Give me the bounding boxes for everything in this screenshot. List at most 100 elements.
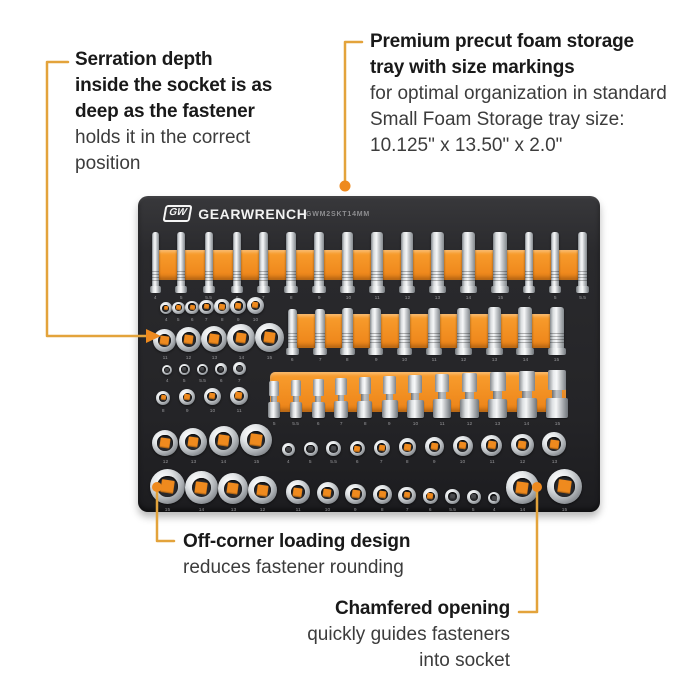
socket: 9 xyxy=(179,389,195,415)
universal-joint-socket-row: 5 5.5 6 7 8 9 10 11 12 13 14 15 xyxy=(268,362,568,428)
foam-socket-tray: GW GEARWRENCH GWM2SKT14MM 455.5678910111… xyxy=(138,196,600,512)
socket: 4 xyxy=(487,491,500,514)
socket: 5.5 xyxy=(196,363,209,385)
socket: 14 xyxy=(516,307,535,364)
socket: 12 xyxy=(455,307,473,364)
socket: 11 xyxy=(286,480,310,514)
socket: 6 xyxy=(349,440,365,466)
socket: 5.5 xyxy=(576,232,589,302)
socket: 11 xyxy=(432,373,451,428)
callout-body-line: position xyxy=(75,153,141,174)
small-socket-row: 8 9 10 11 xyxy=(156,385,248,415)
socket: 12 xyxy=(399,232,416,302)
socket: 8 xyxy=(340,308,355,364)
socket: 13 xyxy=(487,371,508,428)
socket: 10 xyxy=(203,388,221,415)
socket: 14 xyxy=(460,232,478,302)
socket: 7 xyxy=(312,308,327,364)
socket: 13 xyxy=(485,307,503,364)
socket: 14 xyxy=(208,426,239,466)
socket: 6 xyxy=(286,308,300,364)
callout-title-line: tray with size markings xyxy=(370,57,575,78)
socket: 5 xyxy=(175,232,188,302)
socket: 8 xyxy=(156,390,171,415)
socket: 9 xyxy=(368,308,384,364)
socket: 15 xyxy=(547,307,566,364)
gearwrench-wordmark: GEARWRENCH xyxy=(198,205,308,222)
socket: 10 xyxy=(396,308,413,364)
tray-part-number: GWM2SKT14MM xyxy=(306,211,371,218)
socket: 14 xyxy=(506,471,539,514)
socket: 4 xyxy=(523,232,535,302)
tiny-socket-row: 4 5 5.5 6 7 xyxy=(162,362,246,385)
socket: 10 xyxy=(316,482,339,514)
callout-title-line: Serration depth xyxy=(75,49,213,70)
socket: 7 xyxy=(398,486,416,514)
socket: 9 xyxy=(424,437,444,466)
socket: 8 xyxy=(398,438,417,466)
socket: 8 xyxy=(372,485,392,514)
row4-large-socket-group: 12 13 14 15 xyxy=(152,424,272,466)
socket: 14 xyxy=(227,324,255,362)
socket: 11 xyxy=(153,328,177,362)
tray-header: GW GEARWRENCH xyxy=(162,205,308,222)
socket: 6 xyxy=(230,232,244,302)
callout-body-line: into socket xyxy=(419,650,510,671)
socket: 7 xyxy=(199,299,214,324)
callout-serration-depth: Serration depth inside the socket is as … xyxy=(75,47,345,177)
socket: 11 xyxy=(369,232,386,302)
socket: 10 xyxy=(340,232,356,302)
gearwrench-monogram-logo: GW xyxy=(162,205,193,222)
socket: 5 xyxy=(548,232,561,302)
socket: 9 xyxy=(312,232,327,302)
row5-left-socket-group: 15 14 13 12 xyxy=(150,468,277,514)
foam-tray-connector-line xyxy=(343,40,364,185)
socket: 6 xyxy=(185,300,199,324)
socket: 6 xyxy=(214,363,227,385)
socket: 7 xyxy=(334,378,349,428)
callout-title-line: Off-corner loading design xyxy=(183,531,411,552)
socket: 5 xyxy=(178,364,190,385)
callout-title-line: inside the socket is as xyxy=(75,75,273,96)
socket: 11 xyxy=(481,434,503,466)
socket: 10 xyxy=(247,297,264,324)
callout-body-line: reduces fastener rounding xyxy=(183,557,404,578)
socket: 13 xyxy=(542,432,566,466)
socket: 8 xyxy=(357,377,373,428)
socket: 7 xyxy=(257,232,271,302)
callout-body-line: quickly guides fasteners xyxy=(307,624,510,645)
row5-right-socket-group: 14 15 xyxy=(506,468,582,514)
socket: 4 xyxy=(160,302,172,324)
socket: 13 xyxy=(429,232,447,302)
socket: 9 xyxy=(230,297,247,324)
socket: 11 xyxy=(425,307,442,364)
callout-chamfered: Chamfered opening quickly guides fastene… xyxy=(212,596,510,674)
socket: 5 xyxy=(268,380,281,429)
socket: 10 xyxy=(406,375,424,428)
socket: 9 xyxy=(345,483,366,514)
socket: 5 xyxy=(466,490,481,514)
socket: 5 xyxy=(172,301,185,325)
callout-off-corner: Off-corner loading design reduces fasten… xyxy=(183,529,483,581)
socket: 13 xyxy=(179,428,208,466)
callout-body-line: Small Foam Storage tray size: xyxy=(370,109,625,130)
socket: 4 xyxy=(150,232,162,302)
socket: 14 xyxy=(185,471,218,514)
socket: 9 xyxy=(381,376,398,428)
socket: 5.5 xyxy=(445,489,460,514)
socket: 6 xyxy=(422,488,439,514)
socket: 5.5 xyxy=(202,232,216,302)
mid-socket-row: 6 7 8 9 10 11 12 13 14 15 xyxy=(286,300,566,364)
socket: 12 xyxy=(511,433,534,466)
socket: 12 xyxy=(248,475,277,514)
socket: 4 xyxy=(282,443,295,466)
socket: 13 xyxy=(217,473,249,514)
socket: 6 xyxy=(311,379,325,428)
callout-body-line: 10.125" x 13.50" x 2.0" xyxy=(370,135,563,156)
topview-large-socket-row: 11 12 13 14 15 xyxy=(153,322,284,362)
socket: 13 xyxy=(201,325,228,362)
socket: 12 xyxy=(176,327,202,362)
topview-small-socket-row: 4 5 6 7 8 9 10 xyxy=(160,297,264,325)
socket: 7 xyxy=(233,362,246,385)
